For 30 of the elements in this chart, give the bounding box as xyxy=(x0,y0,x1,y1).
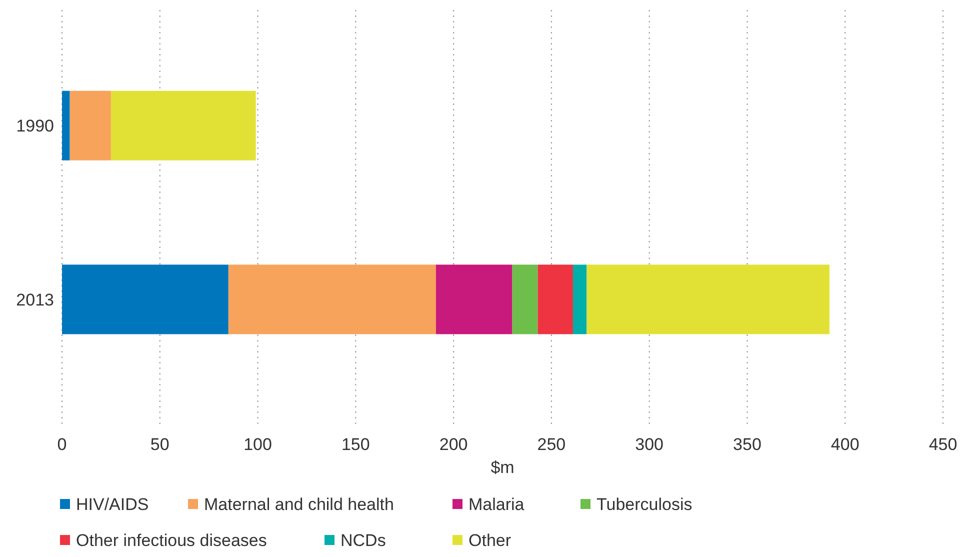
x-tick-label: 400 xyxy=(830,435,860,454)
bar xyxy=(572,264,587,334)
legend-label: Other infectious diseases xyxy=(76,531,267,550)
legend-label: NCDs xyxy=(340,531,386,550)
bar xyxy=(512,264,538,334)
legend-label: Tuberculosis xyxy=(596,495,692,514)
x-tick-label: 150 xyxy=(341,435,370,454)
bar xyxy=(228,264,436,334)
x-axis-title: $m xyxy=(490,458,514,477)
x-tick-label: 100 xyxy=(244,435,272,454)
bar xyxy=(70,90,111,160)
x-tick-label: 200 xyxy=(439,435,468,454)
x-tick-label: 0 xyxy=(57,435,67,454)
legend-label: HIV/AIDS xyxy=(76,495,149,514)
bar xyxy=(62,90,70,160)
y-tick-label: 2013 xyxy=(16,290,54,310)
bar xyxy=(436,264,512,334)
y-tick-label: 1990 xyxy=(16,116,54,136)
bar xyxy=(62,264,228,334)
legend-label: Maternal and child health xyxy=(204,495,394,514)
x-tick-label: 300 xyxy=(635,435,664,454)
bar xyxy=(110,90,256,160)
legend-label: Malaria xyxy=(468,495,525,514)
x-tick-label: 250 xyxy=(537,435,566,454)
x-tick-label: 350 xyxy=(733,435,762,454)
legend-label: Other xyxy=(468,531,512,550)
bar xyxy=(538,264,573,334)
bar xyxy=(586,264,830,334)
x-tick-label: 50 xyxy=(150,435,170,454)
x-tick-label: 450 xyxy=(928,435,958,454)
